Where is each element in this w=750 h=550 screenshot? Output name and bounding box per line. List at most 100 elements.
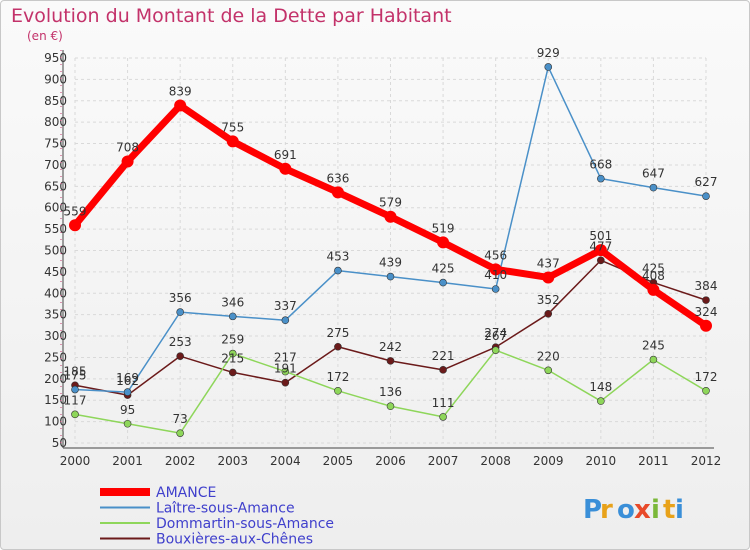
data-point [439, 413, 447, 421]
data-label: 839 [169, 84, 192, 98]
data-label: 425 [642, 262, 665, 276]
data-label: 95 [120, 403, 135, 417]
data-point [439, 366, 447, 374]
data-point [281, 367, 290, 376]
data-label: 501 [589, 229, 612, 243]
brand-letter: x [634, 495, 651, 525]
x-tick-label: 2012 [691, 454, 722, 468]
data-label: 148 [589, 380, 612, 394]
data-label: 185 [64, 364, 87, 378]
y-tick-label: 800 [44, 115, 67, 129]
data-point [228, 349, 237, 358]
data-point [69, 219, 81, 232]
data-point [281, 316, 290, 325]
data-point [649, 183, 658, 192]
data-point [386, 357, 395, 365]
data-label: 191 [274, 362, 297, 376]
y-tick-label: 500 [44, 244, 67, 258]
data-label: 117 [64, 393, 87, 407]
data-label: 162 [116, 374, 139, 388]
x-tick-label: 2002 [165, 454, 196, 468]
data-label: 627 [695, 175, 718, 189]
data-point [331, 186, 344, 199]
data-label: 755 [221, 120, 244, 134]
x-tick-label: 2010 [586, 454, 617, 468]
y-tick-label: 900 [44, 72, 67, 86]
data-point [702, 387, 710, 395]
data-point [439, 278, 447, 287]
data-label: 647 [642, 167, 665, 181]
data-label: 346 [221, 295, 244, 309]
data-label: 274 [484, 326, 507, 340]
data-point [176, 352, 184, 360]
x-tick-label: 2004 [270, 454, 301, 468]
legend-label: Laître-sous-Amance [156, 501, 295, 517]
data-label: 437 [537, 256, 560, 270]
brand-letter: t [663, 495, 675, 525]
y-tick-label: 850 [44, 94, 67, 108]
x-tick-label: 2005 [323, 454, 354, 468]
data-point [176, 308, 184, 316]
y-tick-label: 100 [44, 415, 67, 429]
data-label: 136 [379, 385, 402, 399]
data-label: 519 [432, 221, 455, 235]
y-tick-label: 350 [44, 308, 67, 322]
data-point [491, 346, 500, 354]
brand-letter: r [600, 495, 613, 525]
data-label: 477 [589, 239, 612, 253]
data-label: 668 [589, 158, 612, 172]
data-label: 242 [379, 340, 402, 354]
data-label: 559 [64, 204, 87, 218]
y-tick-label: 250 [44, 350, 67, 364]
data-point [71, 385, 79, 394]
y-tick-label: 150 [44, 393, 67, 407]
legend-label: Bouxières-aux-Chênes [156, 532, 313, 548]
brand-letter: i [675, 495, 684, 525]
data-label: 275 [326, 326, 349, 340]
x-tick-label: 2001 [112, 454, 143, 468]
brand-letter: o [617, 495, 635, 525]
y-tick-label: 750 [44, 137, 67, 151]
data-label: 384 [695, 279, 718, 293]
data-label: 267 [484, 329, 507, 343]
data-label: 708 [116, 141, 139, 155]
data-point [281, 378, 290, 387]
data-point [123, 419, 132, 428]
data-label: 352 [537, 293, 560, 307]
data-label: 220 [537, 349, 560, 363]
data-label: 439 [379, 256, 402, 270]
data-point [228, 368, 237, 377]
data-label: 169 [116, 371, 139, 385]
data-label: 410 [484, 268, 507, 282]
data-point [700, 319, 712, 332]
data-point [334, 342, 342, 351]
y-tick-label: 650 [44, 179, 67, 193]
x-tick-label: 2000 [60, 454, 91, 468]
y-tick-label: 700 [44, 158, 67, 172]
x-tick-label: 2008 [480, 454, 511, 468]
data-label: 579 [379, 196, 402, 210]
data-point [489, 263, 502, 276]
data-label: 356 [169, 291, 192, 305]
data-label: 324 [695, 305, 718, 319]
legend-label: Dommartin-sous-Amance [156, 516, 334, 532]
chart-title: Evolution du Montant de la Dette par Hab… [11, 5, 452, 27]
data-label: 215 [221, 351, 244, 365]
data-label: 111 [432, 396, 455, 410]
data-label: 337 [274, 299, 297, 313]
data-label: 175 [64, 369, 87, 383]
y-tick-label: 400 [44, 286, 67, 300]
x-tick-label: 2003 [217, 454, 248, 468]
x-tick-label: 2009 [533, 454, 564, 468]
data-point [386, 402, 395, 411]
brand-letter: P [583, 495, 602, 525]
data-point [544, 63, 553, 71]
data-point [702, 296, 710, 304]
data-point [597, 397, 605, 405]
data-label: 217 [274, 351, 297, 365]
data-point [437, 236, 450, 249]
proxiti-logo: Pr o x i t i [583, 495, 684, 525]
data-point [542, 271, 555, 284]
data-point [279, 162, 292, 175]
